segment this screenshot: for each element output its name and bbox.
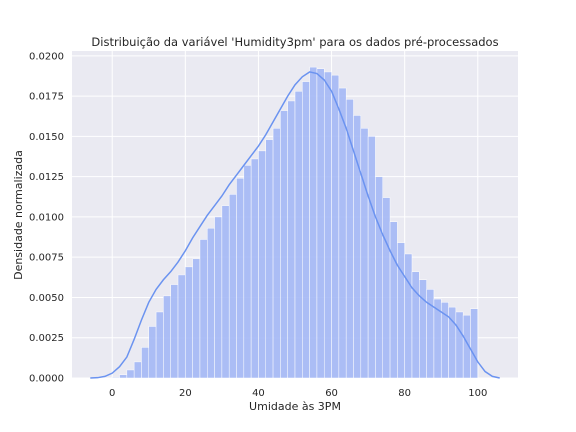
histogram-bar [163,295,171,379]
histogram-bar [155,311,164,379]
y-tick-label: 0.0100 [29,212,64,223]
histogram-bar [126,369,135,379]
histogram-bar [382,197,391,379]
histogram-bar [243,165,252,379]
x-tick-label: 60 [325,388,338,399]
histogram-bar [148,326,157,379]
histogram-bar [214,216,223,379]
histogram-bar [389,221,398,379]
histogram-bar [236,178,245,379]
y-tick-label: 0.0150 [29,132,64,143]
histogram-bar [397,242,405,379]
histogram-bar [470,308,479,379]
histogram-bar [228,194,237,379]
histogram-bar [404,253,413,379]
y-tick-label: 0.0075 [29,253,64,264]
histogram-bar [250,158,259,379]
histogram-bar [185,266,193,379]
histogram-bar [309,66,318,379]
x-tick-label: 40 [252,388,265,399]
histogram-bar [338,87,347,379]
x-axis-label: Umidade às 3PM [249,400,341,413]
histogram-bar [272,128,281,379]
histogram-bar [111,376,120,379]
histogram-bar [265,139,274,379]
kde-curve [90,71,500,379]
histogram-bar [411,271,420,379]
y-tick-label: 0.0125 [29,172,64,183]
kde-layer [90,71,500,379]
x-tick-label: 0 [109,388,115,399]
histogram-bar [280,110,288,379]
histogram-bar [287,100,296,379]
y-tick-label: 0.0000 [29,374,64,385]
histogram-bar [302,81,310,379]
histogram-bars [111,66,479,379]
y-tick-label: 0.0200 [29,51,64,62]
histogram-bar [141,347,150,379]
y-axis-label: Densidade normalizada [12,150,25,280]
histogram-bar [419,279,427,379]
x-tick-label: 100 [468,388,487,399]
histogram-bar [177,274,186,379]
histogram-bar [331,74,340,379]
histogram-bar [294,91,303,379]
histogram-bar [455,311,464,379]
x-axis-ticks: 0 20 40 60 80 100 [109,388,487,399]
y-tick-label: 0.0050 [29,293,64,304]
histogram-bar [192,258,201,379]
histogram-bar [133,361,142,379]
histogram-bar [119,374,128,379]
histogram-bar [207,227,215,379]
x-tick-label: 20 [179,388,192,399]
histogram-bar [316,68,325,379]
histogram-bar [258,150,267,379]
x-tick-label: 80 [398,388,411,399]
histogram-bar [375,176,383,379]
histogram-bar [221,205,230,379]
histogram-bar [360,128,369,379]
y-axis-ticks: 0.0000 0.0025 0.0050 0.0075 0.0100 0.0125 0.01… [29,51,64,384]
histogram-bar [323,71,332,379]
histogram-bar [199,239,208,379]
chart-title: Distribuição da variável 'Humidity3pm' p… [91,35,498,49]
y-tick-label: 0.0175 [29,92,64,103]
histogram-bar [367,136,376,379]
y-tick-label: 0.0025 [29,333,64,344]
histogram-bar [170,284,179,379]
